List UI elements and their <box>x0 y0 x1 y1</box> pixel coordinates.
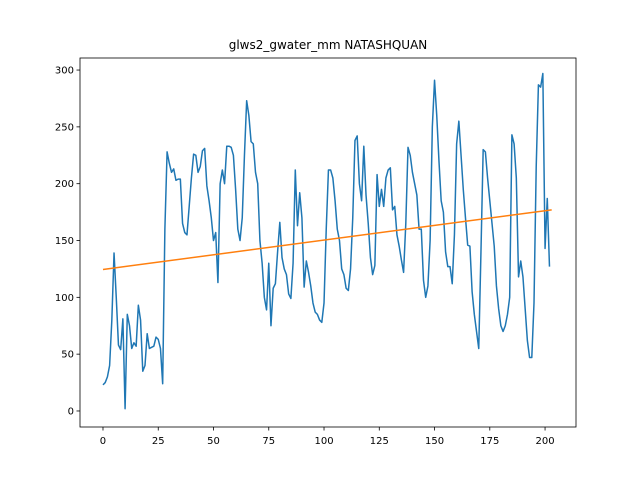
y-tick-label: 100 <box>55 293 74 304</box>
chart-title: glws2_gwater_mm NATASHQUAN <box>229 38 428 52</box>
x-tick-label: 25 <box>152 436 165 447</box>
y-tick-label: 250 <box>55 122 74 133</box>
y-tick-label: 0 <box>68 406 74 417</box>
x-tick-label: 175 <box>480 436 499 447</box>
x-tick-label: 125 <box>370 436 389 447</box>
y-tick-label: 150 <box>55 236 74 247</box>
x-tick-label: 50 <box>207 436 220 447</box>
x-tick-label: 150 <box>425 436 444 447</box>
x-tick-label: 100 <box>314 436 333 447</box>
x-tick-label: 0 <box>100 436 106 447</box>
y-tick-label: 300 <box>55 66 74 77</box>
line <box>102 209 552 271</box>
x-tick-label: 200 <box>536 436 555 447</box>
plot-frame <box>79 57 577 428</box>
y-tick-label: 200 <box>55 179 74 190</box>
x-tick-label: 75 <box>262 436 275 447</box>
line <box>102 72 551 410</box>
y-tick-label: 50 <box>61 350 74 361</box>
